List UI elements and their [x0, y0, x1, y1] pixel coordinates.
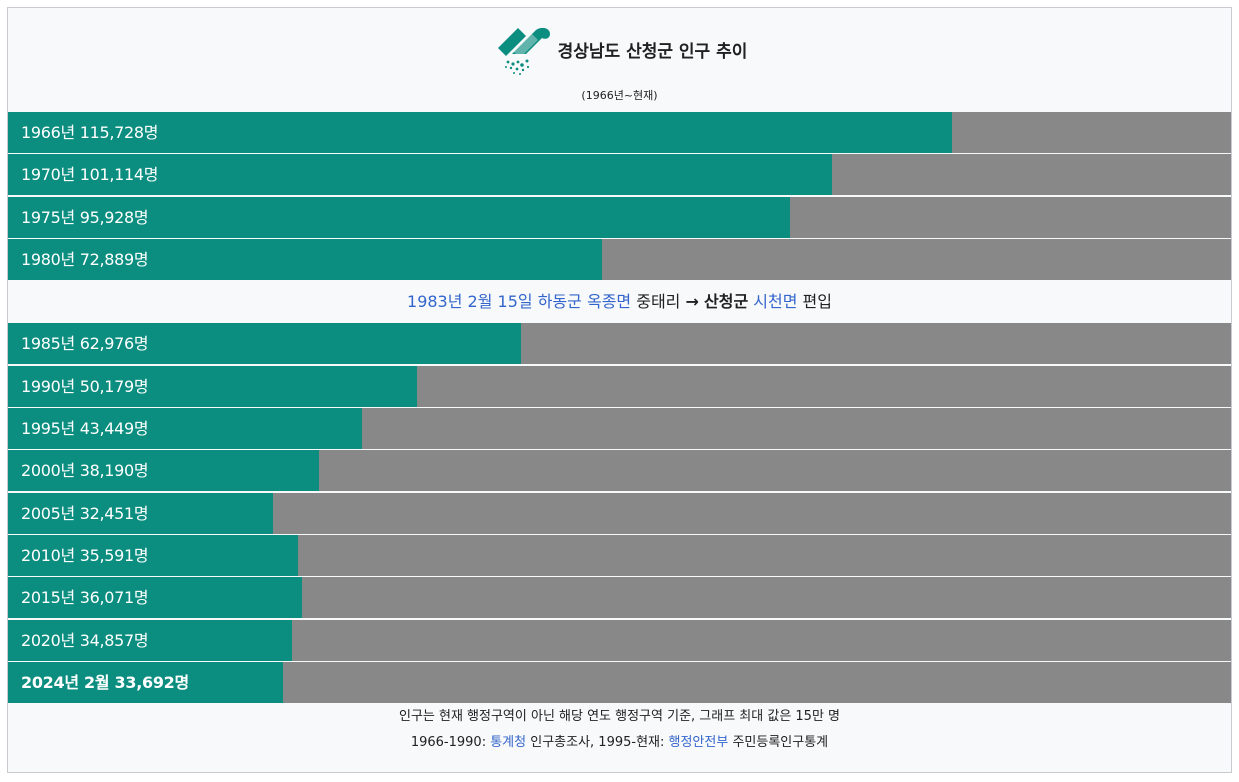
bar-fill	[8, 577, 303, 619]
bar-row: 1995년 43,449명	[8, 408, 1231, 450]
note-to-town-link[interactable]: 시천면	[753, 292, 798, 312]
chart-subtitle: (1966년~현재)	[581, 89, 658, 102]
title-wrap: 경상남도 산청군 인구 추이	[8, 16, 1231, 82]
bar-row: 1980년 72,889명	[8, 238, 1231, 280]
bar-fill	[8, 534, 299, 576]
bar-label: 2024년 2월 33,692명	[21, 672, 189, 692]
bar-row: 1970년 101,114명	[8, 154, 1231, 196]
note-village: 중태리	[636, 292, 681, 312]
bar-label: 1966년 115,728명	[21, 123, 159, 142]
bar-fill	[8, 112, 952, 153]
bar-label: 2020년 34,857명	[21, 630, 149, 650]
administrative-change-note: 1983년 2월 15일 하동군 옥종면 중태리 → 산청군 시천면 편입	[8, 281, 1231, 323]
bar-label: 1995년 43,449명	[21, 419, 149, 439]
chart-footer: 인구는 현재 행정구역이 아닌 해당 연도 행정구역 기준, 그래프 최대 값은…	[8, 704, 1231, 756]
bar-row: 1966년 115,728명	[8, 112, 1231, 153]
bar-row: 2020년 34,857명	[8, 619, 1231, 661]
note-to-county: 산청군	[704, 292, 749, 312]
footer-source-suffix: 주민등록인구통계	[728, 735, 829, 750]
note-action: 편입	[802, 292, 832, 312]
bar-fill	[8, 661, 283, 703]
footer-sources: 1966-1990: 통계청 인구총조사, 1995-현재: 행정안전부 주민등…	[8, 730, 1231, 756]
sancheong-county-emblem-icon	[497, 27, 550, 75]
source-link-statistics-korea[interactable]: 통계청	[490, 735, 527, 750]
bar-fill	[8, 154, 833, 196]
bar-row: 1975년 95,928명	[8, 196, 1231, 238]
bar-label: 1970년 101,114명	[21, 165, 159, 185]
bar-label: 2000년 38,190명	[21, 461, 149, 481]
bar-fill	[8, 492, 273, 534]
bar-fill	[8, 450, 320, 492]
chart-header: 경상남도 산청군 인구 추이 (1966년~현재)	[8, 8, 1231, 112]
note-date-link[interactable]: 1983년 2월 15일	[407, 292, 533, 312]
bar-fill	[8, 619, 293, 661]
bar-fill	[8, 365, 418, 407]
bar-fill	[8, 323, 522, 365]
bar-label: 2005년 32,451명	[21, 503, 149, 523]
bar-row: 2024년 2월 33,692명	[8, 661, 1231, 703]
bar-fill	[8, 238, 603, 280]
bar-row: 2015년 36,071명	[8, 577, 1231, 619]
note-from-town-link[interactable]: 옥종면	[586, 292, 632, 312]
bar-row: 2000년 38,190명	[8, 450, 1231, 492]
bar-fill	[8, 408, 363, 450]
bar-rows: 1966년 115,728명 1970년 101,114명 1975년 95,928…	[8, 112, 1231, 704]
bar-label: 2010년 35,591명	[21, 545, 149, 565]
bar-row: 2010년 35,591명	[8, 534, 1231, 576]
chart-title: 경상남도 산청군 인구 추이	[557, 41, 748, 62]
bar-fill	[8, 196, 791, 238]
bar-row: 2005년 32,451명	[8, 492, 1231, 534]
bar-label: 1985년 62,976명	[21, 334, 149, 354]
bar-label: 1980년 72,889명	[21, 249, 149, 269]
footer-note: 인구는 현재 행정구역이 아닌 해당 연도 행정구역 기준, 그래프 최대 값은…	[398, 709, 841, 724]
population-chart-box: 경상남도 산청군 인구 추이 (1966년~현재) 1966년 115,728명…	[7, 7, 1232, 773]
footer-period-2: 인구총조사, 1995-현재:	[526, 735, 669, 750]
bar-row: 1985년 62,976명	[8, 323, 1231, 365]
bar-label: 1990년 50,179명	[21, 376, 149, 396]
bar-label: 1975년 95,928명	[21, 207, 149, 227]
footer-period-1: 1966-1990:	[410, 735, 491, 750]
source-link-ministry-interior[interactable]: 행정안전부	[668, 735, 729, 750]
bar-label: 2015년 36,071명	[21, 588, 149, 608]
note-from-county-link[interactable]: 하동군	[537, 292, 582, 312]
bar-row: 1990년 50,179명	[8, 365, 1231, 407]
arrow-right-icon: →	[685, 292, 699, 312]
